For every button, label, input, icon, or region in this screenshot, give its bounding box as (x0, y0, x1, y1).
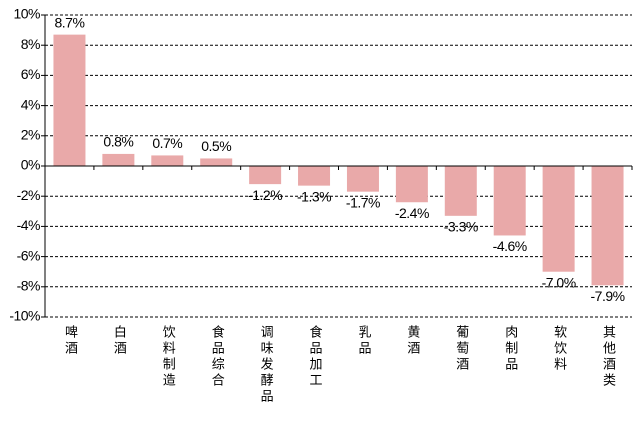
y-tick-label: -8% (17, 278, 40, 294)
y-tick-label: 4% (21, 96, 40, 112)
x-tick-label: 肉制品 (502, 325, 518, 373)
bar (53, 34, 86, 166)
x-tick-label: 其他酒类 (600, 325, 616, 389)
data-label: 8.7% (54, 14, 84, 30)
data-label: 0.7% (152, 135, 182, 151)
bar (200, 158, 233, 166)
y-tick-label: 10% (13, 6, 40, 22)
x-tick-label: 黄酒 (404, 325, 420, 357)
y-tick-label: -4% (17, 217, 40, 233)
y-tick-label: 0% (21, 157, 40, 173)
y-tick-label: -2% (17, 187, 40, 203)
y-tick-label: 6% (21, 66, 40, 82)
x-tick-label: 啤酒 (62, 325, 78, 357)
y-tick-label: 2% (21, 127, 40, 143)
x-tick-label: 饮料制造 (160, 325, 176, 389)
bar (249, 166, 282, 185)
y-tick-label: -6% (17, 247, 40, 263)
data-label: -1.2% (248, 187, 282, 203)
x-tick-label: 食品加工 (307, 324, 323, 389)
x-tick-label: 软饮料 (551, 325, 567, 373)
data-label: 0.8% (103, 134, 133, 150)
x-tick-label: 白酒 (111, 324, 127, 357)
bar (151, 155, 184, 166)
x-tick-label: 调味发酵品 (258, 325, 274, 405)
data-label: -4.6% (493, 238, 527, 254)
bar (493, 166, 526, 236)
bar (444, 166, 477, 216)
bar (346, 166, 379, 192)
data-label: -7.0% (542, 274, 576, 290)
x-tick-label: 乳品 (355, 325, 371, 357)
data-label: 0.5% (201, 138, 231, 154)
bar (591, 166, 624, 286)
bar (298, 166, 331, 186)
y-tick-label: 8% (21, 36, 40, 52)
bar (395, 166, 428, 203)
y-tick-label: -10% (9, 308, 40, 324)
bar (102, 153, 135, 166)
data-label: -7.9% (591, 288, 625, 304)
data-label: -3.3% (444, 219, 478, 235)
data-label: -2.4% (395, 205, 429, 221)
bar (542, 166, 575, 272)
data-label: -1.7% (346, 194, 380, 210)
x-tick-label: 葡萄酒 (453, 325, 469, 373)
data-label: -1.3% (297, 188, 331, 204)
x-tick-label: 食品综合 (209, 324, 225, 389)
